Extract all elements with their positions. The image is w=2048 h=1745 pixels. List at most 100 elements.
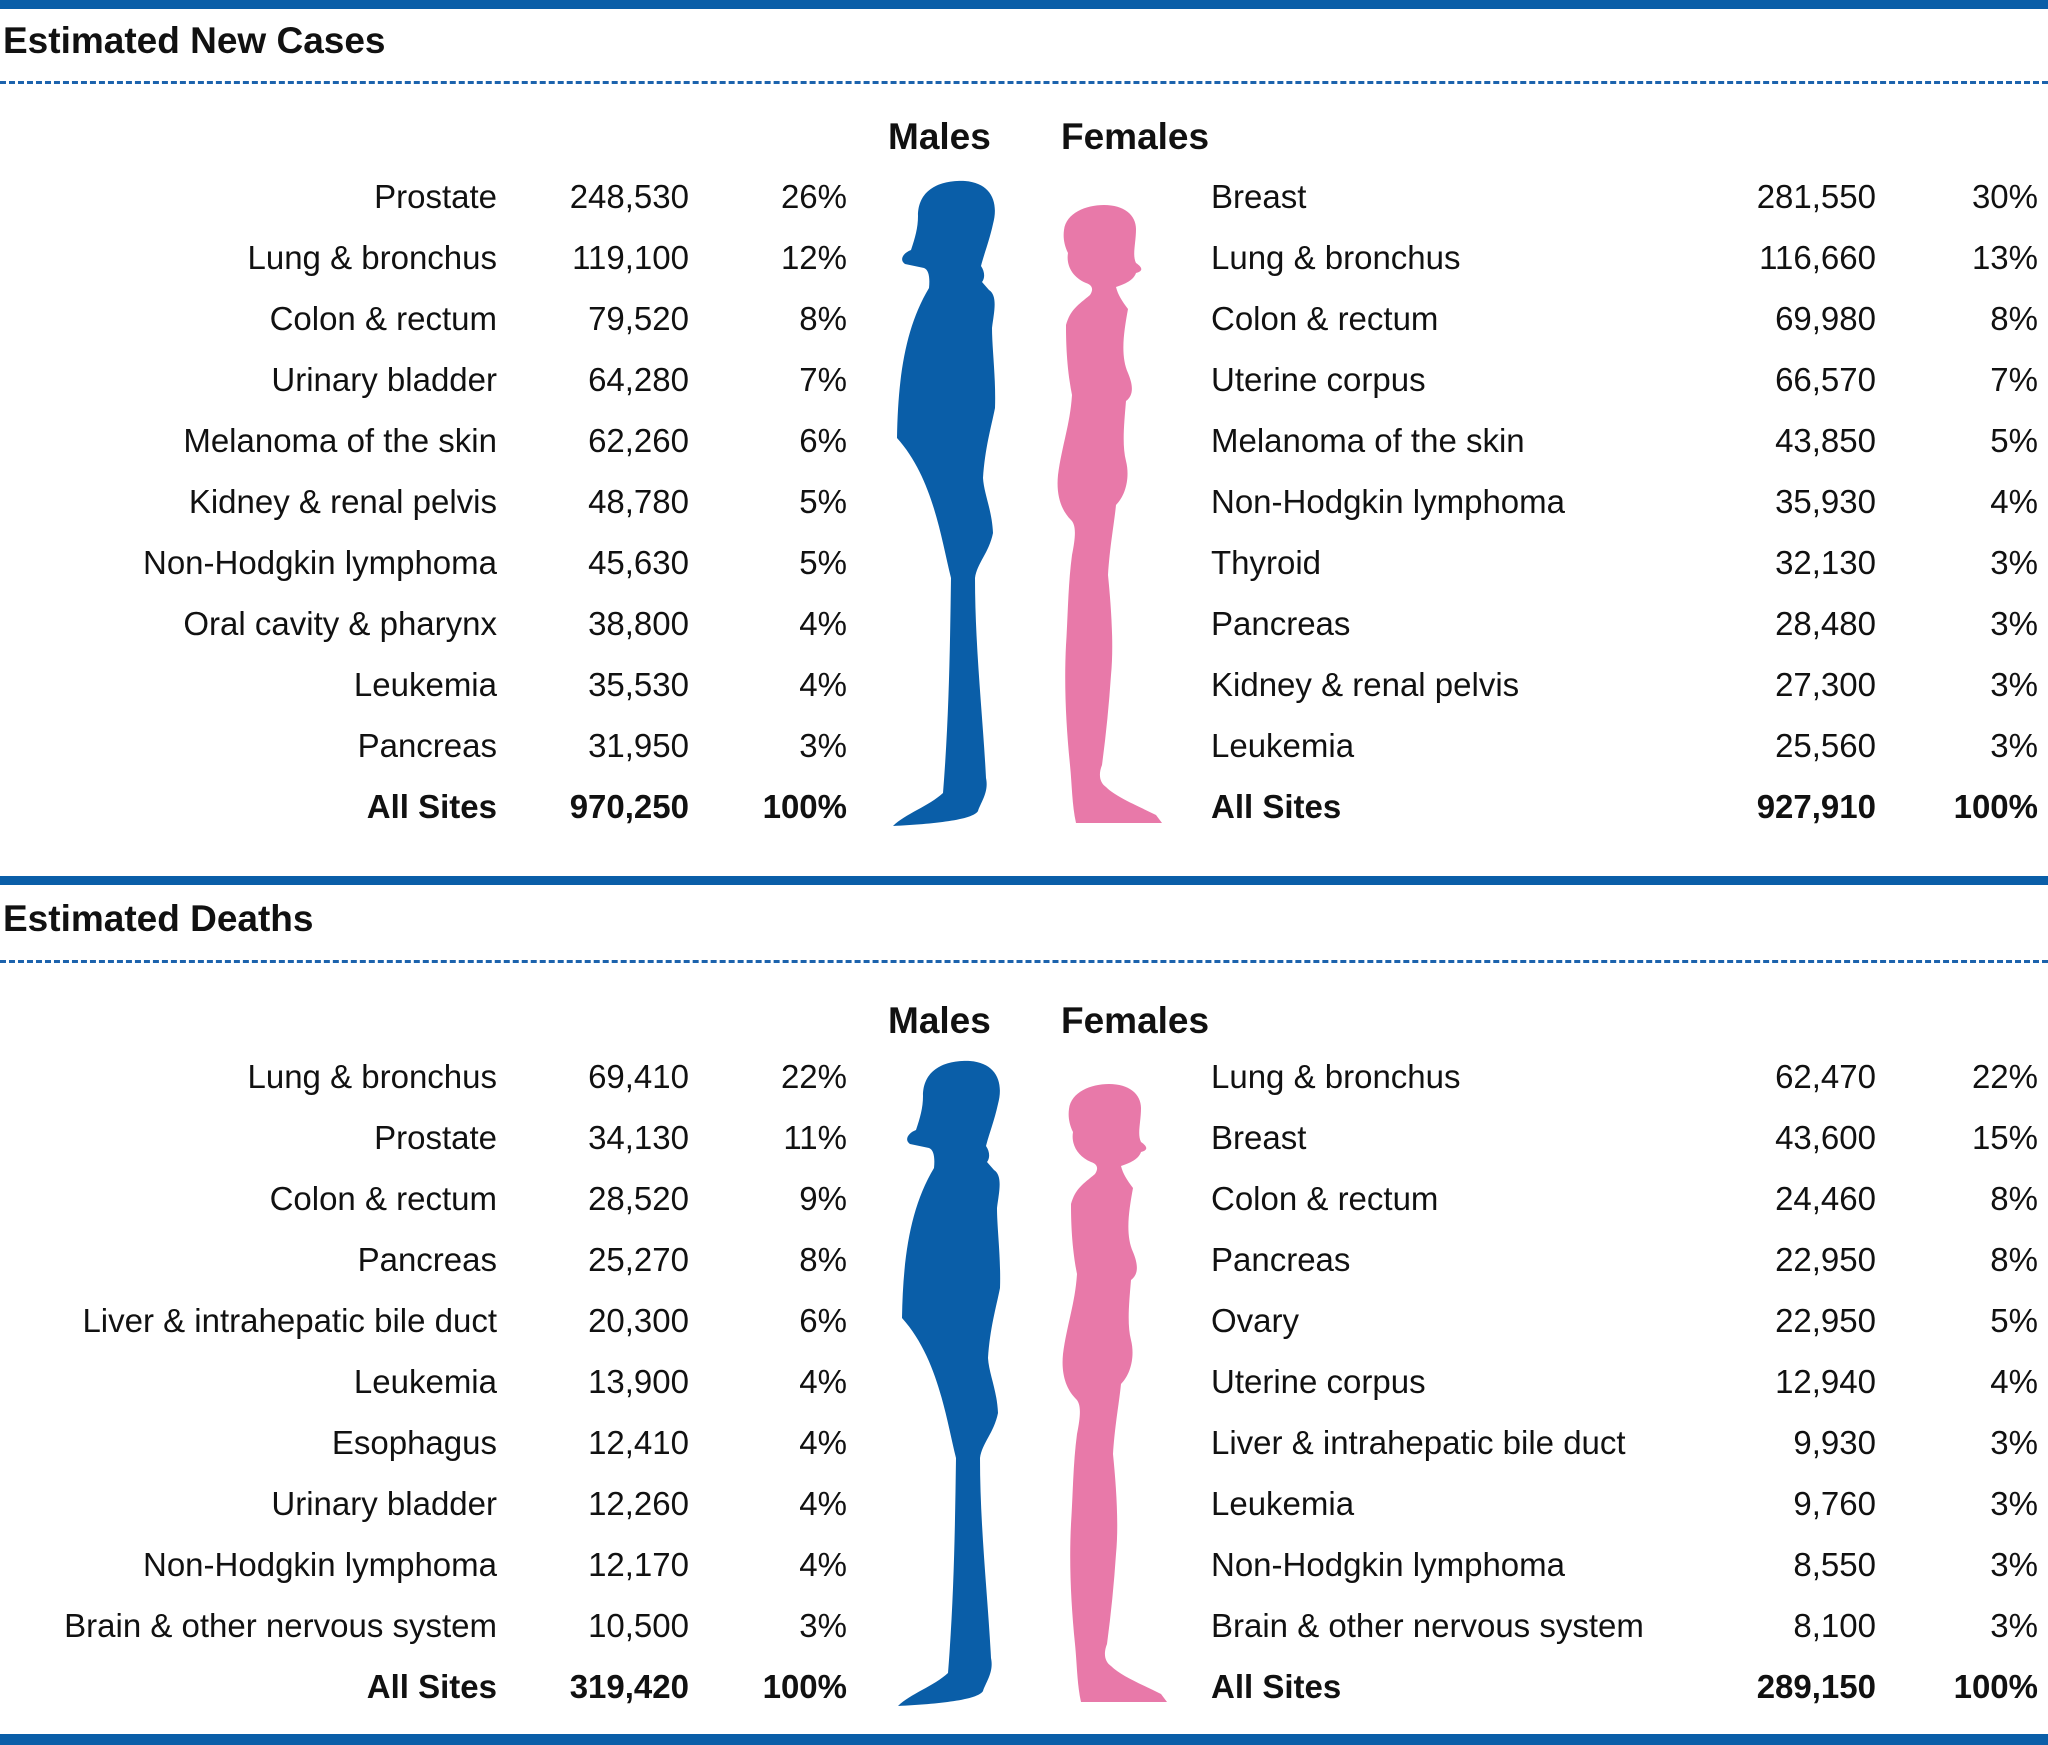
female-count: 9,760	[1793, 1485, 1876, 1522]
female-count: 116,660	[1759, 239, 1876, 276]
female-site: Non-Hodgkin lymphoma	[1211, 483, 1565, 520]
male-count: 31,950	[588, 727, 689, 764]
male-site: Lung & bronchus	[247, 1058, 497, 1095]
female-site: Liver & intrahepatic bile duct	[1211, 1424, 1626, 1461]
female-count: 9,930	[1793, 1424, 1876, 1461]
female-site: Ovary	[1211, 1302, 1300, 1339]
table-row: Lung & bronchus 119,100 12% Lung & bronc…	[0, 227, 2048, 288]
female-percent: 22%	[1971, 1058, 2038, 1095]
female-percent: 3%	[1990, 605, 2038, 642]
male-percent: 4%	[799, 1546, 847, 1583]
male-count: 119,100	[572, 239, 689, 276]
female-percent: 30%	[1971, 178, 2038, 215]
male-percent: 3%	[799, 727, 847, 764]
male-percent: 100%	[762, 1668, 847, 1705]
table-row: Melanoma of the skin 62,260 6% Melanoma …	[0, 410, 2048, 471]
female-site: Lung & bronchus	[1211, 239, 1461, 276]
female-percent: 8%	[1990, 1241, 2038, 1278]
male-count: 45,630	[588, 544, 689, 581]
table-row: Colon & rectum 79,520 8% Colon & rectum …	[0, 288, 2048, 349]
top-rule	[0, 0, 2048, 9]
male-site: Liver & intrahepatic bile duct	[82, 1302, 497, 1339]
female-percent: 13%	[1971, 239, 2038, 276]
female-site: Pancreas	[1211, 605, 1351, 642]
male-count: 62,260	[588, 422, 689, 459]
male-site: Leukemia	[353, 666, 497, 703]
table-row: Kidney & renal pelvis 48,780 5% Non-Hodg…	[0, 471, 2048, 532]
female-percent: 3%	[1990, 1485, 2038, 1522]
male-percent: 4%	[799, 1363, 847, 1400]
male-count: 28,520	[588, 1180, 689, 1217]
female-count: 8,100	[1793, 1607, 1876, 1644]
female-percent: 8%	[1990, 1180, 2038, 1217]
male-count: 319,420	[569, 1668, 689, 1705]
male-percent: 4%	[799, 666, 847, 703]
male-percent: 4%	[799, 605, 847, 642]
female-percent: 3%	[1990, 666, 2038, 703]
male-site: Colon & rectum	[269, 300, 497, 337]
male-count: 48,780	[588, 483, 689, 520]
male-percent: 3%	[799, 1607, 847, 1644]
female-count: 66,570	[1775, 361, 1876, 398]
male-site: Brain & other nervous system	[64, 1607, 497, 1644]
male-percent: 11%	[783, 1119, 847, 1156]
male-site: All Sites	[366, 1668, 497, 1705]
female-site: Kidney & renal pelvis	[1211, 666, 1520, 703]
female-count: 12,940	[1775, 1363, 1876, 1400]
male-site: Lung & bronchus	[247, 239, 497, 276]
table-row: Oral cavity & pharynx 38,800 4% Pancreas…	[0, 593, 2048, 654]
male-percent: 100%	[762, 788, 847, 825]
male-count: 35,530	[588, 666, 689, 703]
male-percent: 5%	[799, 483, 847, 520]
female-count: 22,950	[1775, 1241, 1876, 1278]
female-site: All Sites	[1211, 788, 1342, 825]
male-percent: 7%	[799, 361, 847, 398]
female-count: 69,980	[1775, 300, 1876, 337]
female-count: 27,300	[1775, 666, 1876, 703]
female-silhouette-icon	[1057, 205, 1162, 823]
female-percent: 5%	[1990, 1302, 2038, 1339]
male-site: Colon & rectum	[269, 1180, 497, 1217]
female-site: Lung & bronchus	[1211, 1058, 1461, 1095]
female-count: 43,600	[1775, 1119, 1876, 1156]
female-percent: 3%	[1990, 1607, 2038, 1644]
female-percent: 5%	[1990, 422, 2038, 459]
table-row: Non-Hodgkin lymphoma 12,170 4% Non-Hodgk…	[0, 1534, 2048, 1595]
deaths-females-label: Females	[1061, 1000, 1210, 1041]
male-percent: 22%	[780, 1058, 847, 1095]
female-site: Non-Hodgkin lymphoma	[1211, 1546, 1565, 1583]
female-site: Brain & other nervous system	[1211, 1607, 1644, 1644]
bottom-rule	[0, 1734, 2048, 1745]
male-site: Non-Hodgkin lymphoma	[143, 544, 497, 581]
male-count: 20,300	[588, 1302, 689, 1339]
table-row: Colon & rectum 28,520 9% Colon & rectum …	[0, 1168, 2048, 1229]
female-percent: 3%	[1990, 1546, 2038, 1583]
male-percent: 26%	[780, 178, 847, 215]
table-row: Prostate 34,130 11% Breast 43,600 15%	[0, 1107, 2048, 1168]
female-site: Leukemia	[1211, 1485, 1355, 1522]
male-count: 34,130	[588, 1119, 689, 1156]
female-percent: 4%	[1990, 483, 2038, 520]
table-row: Non-Hodgkin lymphoma 45,630 5% Thyroid 3…	[0, 532, 2048, 593]
male-silhouette-icon	[893, 180, 996, 827]
female-percent: 3%	[1990, 727, 2038, 764]
female-count: 289,150	[1756, 1668, 1876, 1705]
table-row: Pancreas 25,270 8% Pancreas 22,950 8%	[0, 1229, 2048, 1290]
male-count: 12,260	[588, 1485, 689, 1522]
male-site: Melanoma of the skin	[183, 422, 497, 459]
female-percent: 3%	[1990, 544, 2038, 581]
female-count: 35,930	[1775, 483, 1876, 520]
female-count: 24,460	[1775, 1180, 1876, 1217]
female-site: Leukemia	[1211, 727, 1355, 764]
male-site: Oral cavity & pharynx	[183, 605, 497, 642]
table-row: Pancreas 31,950 3% Leukemia 25,560 3%	[0, 715, 2048, 776]
female-site: Melanoma of the skin	[1211, 422, 1525, 459]
male-count: 12,170	[588, 1546, 689, 1583]
male-count: 25,270	[588, 1241, 689, 1278]
female-count: 927,910	[1756, 788, 1876, 825]
female-site: Colon & rectum	[1211, 1180, 1439, 1217]
male-count: 12,410	[588, 1424, 689, 1461]
female-percent: 100%	[1953, 1668, 2038, 1705]
table-row: Urinary bladder 64,280 7% Uterine corpus…	[0, 349, 2048, 410]
male-site: Prostate	[374, 1119, 497, 1156]
